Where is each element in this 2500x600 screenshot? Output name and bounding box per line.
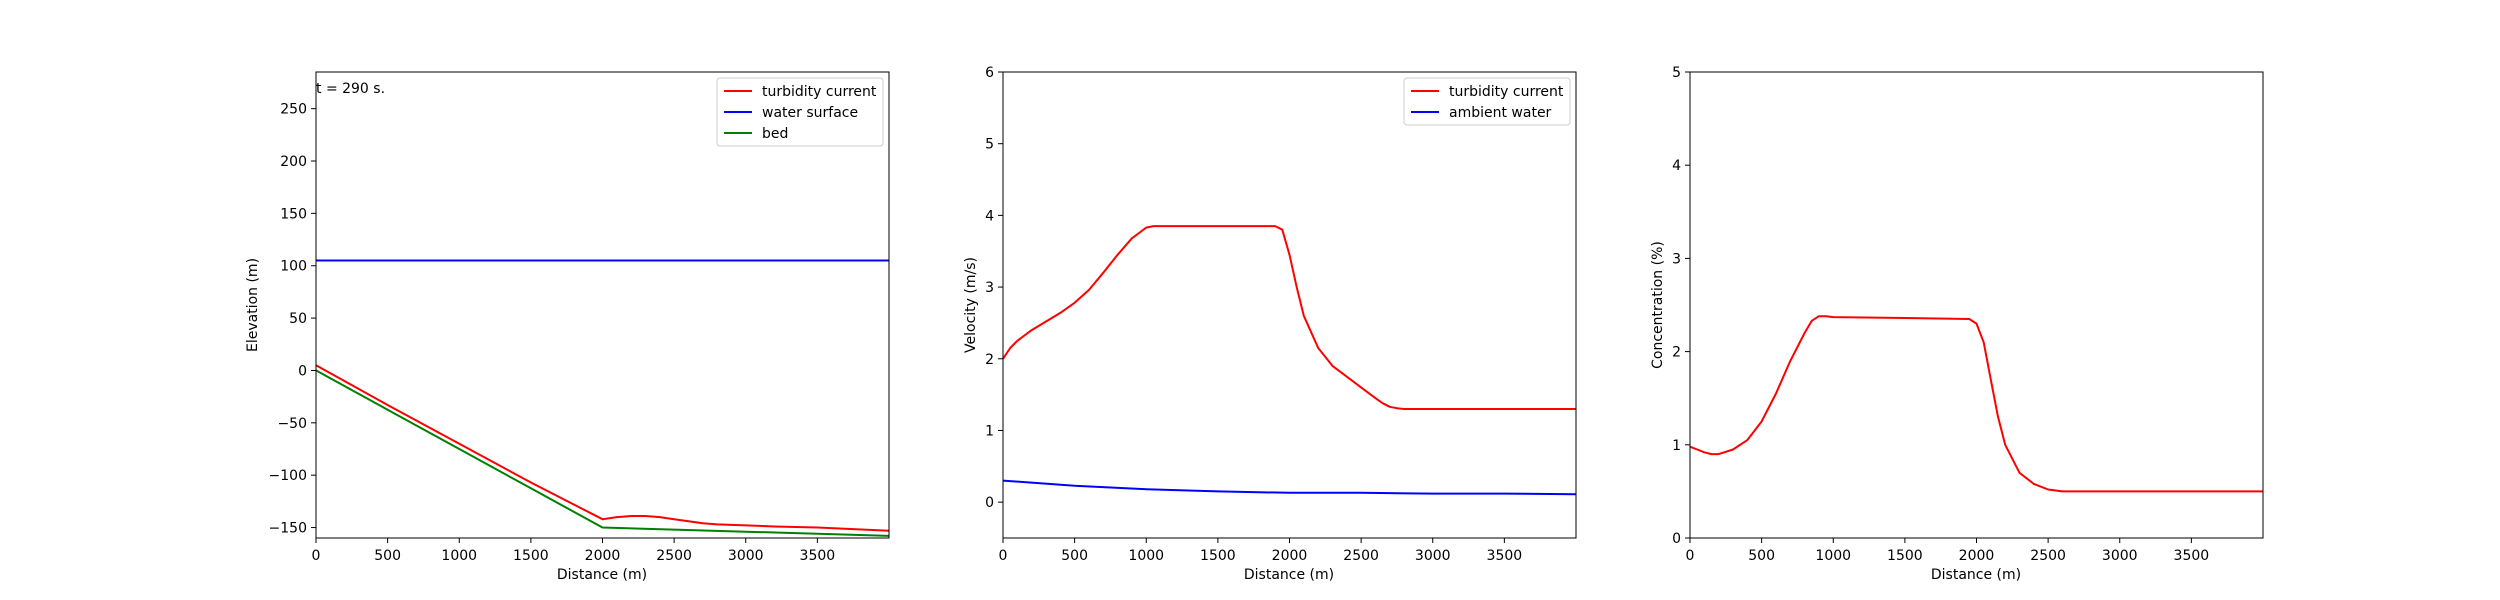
- elevation-y-tick-label: 100: [280, 259, 307, 275]
- velocity-x-tick-label: 3000: [1415, 548, 1451, 564]
- velocity-y-tick-label: 5: [985, 137, 994, 153]
- elevation-x-ticks: 0 500 1000 1500 2000 2500 3000 3500: [312, 538, 836, 564]
- elevation-x-tick-label: 2500: [656, 548, 692, 564]
- velocity-x-ticks: 0 500 1000 1500 2000 2500 3000 3500: [999, 538, 1523, 564]
- legend-label-ambient-water: ambient water: [1449, 105, 1552, 121]
- elevation-plot: 0 500 1000 1500 2000 2500 3000 3500 −150−100−50…: [245, 71, 890, 583]
- legend-label-turbidity-current-velocity: turbidity current: [1449, 84, 1564, 100]
- elevation-y-tick-label: 200: [280, 154, 307, 170]
- concentration-x-tick-label: 1500: [1887, 548, 1923, 564]
- velocity-y-tick-label: 2: [985, 352, 994, 368]
- elevation-x-tick-label: 1000: [441, 548, 477, 564]
- elevation-x-tick-label: 2000: [585, 548, 621, 564]
- velocity-y-tick-label: 1: [985, 423, 994, 439]
- elevation-x-tick-label: 3500: [800, 548, 836, 564]
- velocity-legend-box: [1403, 77, 1571, 126]
- elevation-series-layer: [316, 259, 889, 537]
- velocity-x-tick-label: 0: [999, 548, 1008, 564]
- velocity-plot: 0 500 1000 1500 2000 2500 3000 3500 0 1 2 3 4 5 6 Dis…: [963, 65, 1577, 583]
- concentration-line-series: [1690, 315, 2263, 493]
- elevation-x-tick-label: 1500: [513, 548, 549, 564]
- legend-label-turbidity-current: turbidity current: [762, 84, 877, 100]
- elevation-y-ticks: −150 −100 −50 0 50 100 150 200 250: [269, 102, 316, 537]
- velocity-series-layer: [1003, 225, 1576, 496]
- concentration-x-ticks: 0 500 1000 1500 2000 2500 3000 3500: [1686, 538, 2210, 564]
- velocity-legend: turbidity current ambient water: [1403, 77, 1571, 126]
- elevation-legend-box: [716, 77, 884, 147]
- velocity-y-tick-label: 4: [985, 208, 994, 224]
- elevation-y-tick-label: 150: [280, 206, 307, 222]
- elevation-x-axis-label: Distance (m): [557, 567, 647, 583]
- elevation-y-tick-label: −100: [269, 468, 307, 484]
- velocity-y-tick-label: 6: [985, 65, 994, 81]
- elevation-y-axis-label: Elevation (m): [245, 258, 261, 352]
- elevation-y-tick-label: −150: [269, 521, 307, 537]
- velocity-y-tick-label: 0: [985, 495, 994, 511]
- elevation-x-tick-label: 500: [374, 548, 401, 564]
- concentration-x-tick-label: 500: [1748, 548, 1775, 564]
- concentration-y-ticks: 0 1 2 3 4 5: [1672, 65, 1690, 547]
- velocity-line-turbidity-current: [1003, 225, 1576, 410]
- concentration-x-tick-label: 2500: [2030, 548, 2066, 564]
- concentration-x-tick-label: 3500: [2174, 548, 2210, 564]
- concentration-y-tick-label: 5: [1672, 65, 1681, 81]
- velocity-x-tick-label: 1000: [1128, 548, 1164, 564]
- concentration-x-tick-label: 0: [1686, 548, 1695, 564]
- velocity-x-tick-label: 2000: [1272, 548, 1308, 564]
- velocity-y-axis-label: Velocity (m/s): [963, 257, 979, 353]
- elevation-y-tick-label: 0: [298, 363, 307, 379]
- elevation-legend: turbidity current water surface bed: [716, 77, 884, 147]
- elevation-y-tick-label: 50: [289, 311, 307, 327]
- concentration-x-tick-label: 3000: [2102, 548, 2138, 564]
- velocity-y-tick-label: 3: [985, 280, 994, 296]
- elevation-x-tick-label: 3000: [728, 548, 764, 564]
- legend-label-bed: bed: [762, 126, 788, 142]
- time-annotation: t = 290 s.: [316, 81, 385, 97]
- velocity-x-axis-label: Distance (m): [1244, 567, 1334, 583]
- elevation-y-tick-label: 250: [280, 102, 307, 118]
- velocity-y-ticks: 0 1 2 3 4 5 6: [985, 65, 1003, 511]
- velocity-x-tick-label: 500: [1061, 548, 1088, 564]
- concentration-y-tick-label: 4: [1672, 158, 1681, 174]
- velocity-x-tick-label: 2500: [1343, 548, 1379, 564]
- concentration-x-tick-label: 2000: [1959, 548, 1995, 564]
- concentration-y-tick-label: 0: [1672, 531, 1681, 547]
- concentration-x-tick-label: 1000: [1815, 548, 1851, 564]
- concentration-y-tick-label: 3: [1672, 251, 1681, 267]
- concentration-plot: 0 500 1000 1500 2000 2500 3000 3500 0 1 2 3 4 5 Dist…: [1650, 65, 2264, 583]
- velocity-x-tick-label: 1500: [1200, 548, 1236, 564]
- concentration-y-tick-label: 1: [1672, 438, 1681, 454]
- legend-label-water-surface: water surface: [762, 105, 858, 121]
- elevation-x-tick-label: 0: [312, 548, 321, 564]
- elevation-line-turbidity-current: [316, 364, 889, 532]
- concentration-series-layer: [1690, 315, 2263, 493]
- velocity-x-tick-label: 3500: [1487, 548, 1523, 564]
- concentration-y-axis-label: Concentration (%): [1650, 241, 1666, 369]
- concentration-y-tick-label: 2: [1672, 345, 1681, 361]
- concentration-x-axis-label: Distance (m): [1931, 567, 2021, 583]
- elevation-line-bed: [316, 369, 889, 537]
- elevation-y-tick-label: −50: [277, 416, 307, 432]
- velocity-line-ambient-water: [1003, 479, 1576, 496]
